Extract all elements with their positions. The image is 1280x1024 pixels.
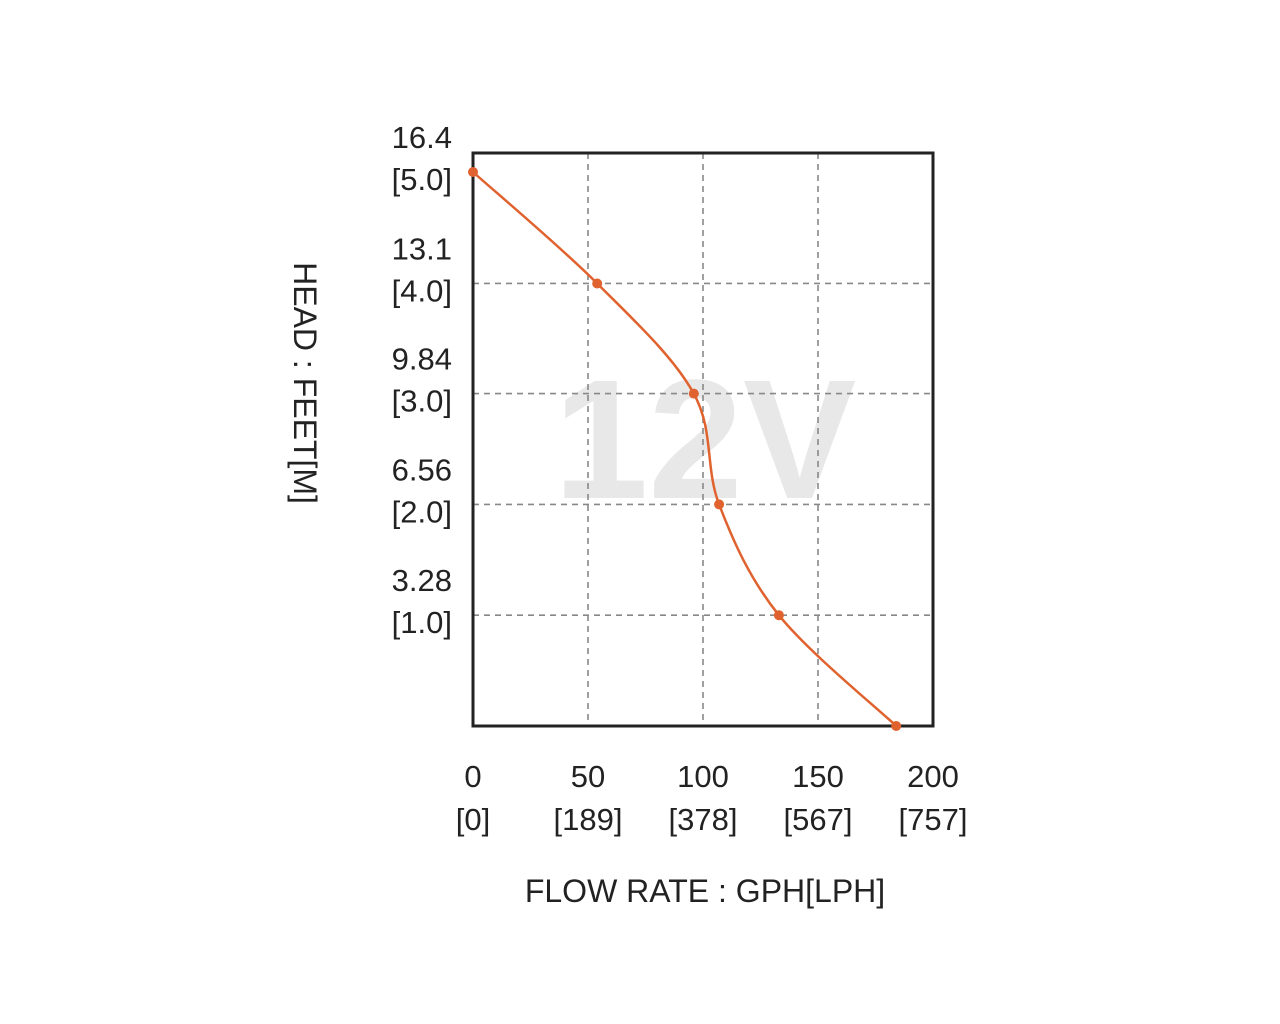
x-tick-sublabel: [567] (784, 802, 853, 837)
y-tick-label: 9.84 (392, 342, 452, 377)
data-point (688, 388, 699, 399)
x-tick-sublabel: [378] (669, 802, 738, 837)
y-tick-sublabel: [3.0] (392, 384, 452, 419)
x-tick-labels: 0 [0] 50 [189] 100 [378] 150 [567] 200 [757] (456, 759, 968, 837)
x-tick-label: 200 (907, 759, 959, 794)
y-tick-sublabel: [5.0] (392, 162, 452, 197)
y-tick-labels: 16.4 [5.0] 13.1 [4.0] 9.84 [3.0] 6.56 [2.0] 3.28… (392, 120, 452, 640)
watermark-text: 12V (554, 345, 856, 535)
x-tick-sublabel: [189] (554, 802, 623, 837)
x-tick-label: 0 (464, 759, 481, 794)
x-tick-sublabel: [0] (456, 802, 490, 837)
y-axis-title: HEAD : FEET[M] (287, 262, 323, 504)
data-point (714, 499, 725, 510)
series-curve (472, 171, 898, 727)
y-tick-label: 3.28 (392, 563, 452, 598)
y-tick-label: 16.4 (392, 120, 452, 155)
grid-lines (473, 153, 933, 726)
plot-frame (471, 151, 935, 728)
y-tick-sublabel: [2.0] (392, 494, 452, 529)
data-point (773, 610, 784, 621)
x-tick-sublabel: [757] (899, 802, 968, 837)
y-tick-label: 6.56 (392, 452, 452, 487)
data-points (468, 167, 902, 731)
x-tick-label: 100 (677, 759, 729, 794)
x-tick-label: 50 (571, 759, 605, 794)
data-point (468, 167, 478, 177)
x-tick-label: 150 (792, 759, 844, 794)
y-tick-label: 13.1 (392, 231, 452, 266)
x-axis-title: FLOW RATE : GPH[LPH] (525, 873, 885, 909)
y-tick-sublabel: [4.0] (392, 273, 452, 308)
y-tick-sublabel: [1.0] (392, 605, 452, 640)
data-point (891, 721, 902, 731)
data-point (592, 278, 603, 289)
